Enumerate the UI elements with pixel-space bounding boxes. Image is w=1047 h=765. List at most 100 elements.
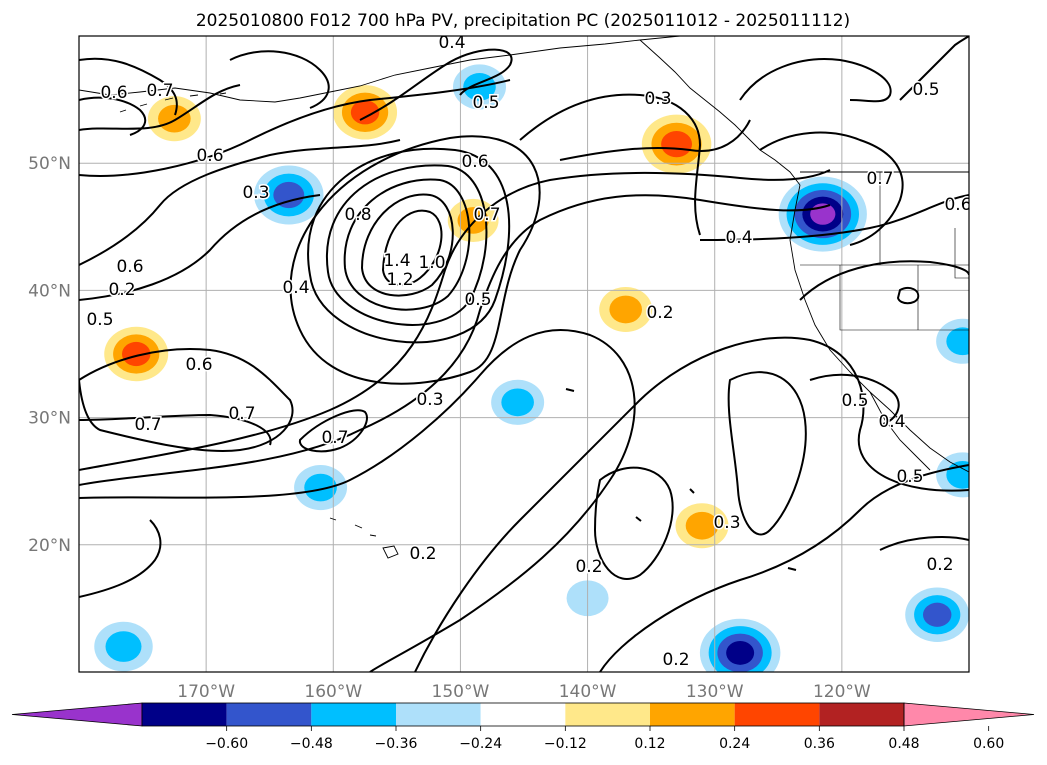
pv-contour-label: 0.2 (662, 650, 689, 670)
precip-level-ring (304, 473, 337, 502)
pv-contour (361, 193, 454, 297)
pv-contour (809, 373, 900, 426)
y-axis-ticks: 20°N 30°N 40°N 50°N (28, 154, 71, 556)
pv-contour-label: 0.5 (896, 467, 923, 487)
colorbar: −0.60 −0.48 −0.36 −0.24 −0.12 0.12 0.24 0.36 0.4… (11, 702, 1035, 752)
pv-contour (289, 135, 541, 385)
pv-contour-label: 0.3 (242, 183, 269, 203)
pv-contour (79, 348, 294, 452)
pv-contour-label: 0.7 (866, 169, 893, 189)
x-tick-label: 150°W (432, 682, 490, 702)
pv-contour-label: 0.4 (878, 412, 905, 432)
pv-contour (79, 96, 147, 136)
precip-anomaly-blob (599, 286, 653, 333)
x-tick-label: 170°W (177, 682, 235, 702)
pv-contour (799, 260, 969, 301)
coastlines (79, 36, 969, 559)
precip-anomaly-blob (699, 618, 781, 672)
baja-california (869, 391, 931, 471)
y-tick-label: 50°N (28, 154, 71, 174)
pv-contour (565, 388, 797, 571)
precip-anomaly-blob (641, 114, 712, 174)
colorbar-segment (819, 703, 904, 726)
colorbar-segment (226, 703, 312, 726)
us-west-coastline (789, 184, 969, 473)
hawaii-islands (329, 517, 399, 559)
x-tick-label: 120°W (813, 682, 871, 702)
precip-level-ring (946, 327, 969, 356)
x-axis-ticks: 170°W 160°W 150°W 140°W 130°W 120°W (177, 682, 871, 702)
precip-level-ring (661, 130, 693, 158)
map-panel: 0.2 0.2 0.2 0.2 0.2 0.2 0.3 0.3 0.3 0.3 0.4 0.4 0.4 0… (78, 33, 970, 673)
pv-contours (79, 36, 969, 672)
pv-contour-label: 0.2 (409, 544, 436, 564)
pv-contour (879, 536, 969, 551)
precip-level-ring (922, 602, 952, 627)
pv-contour-label: 0.6 (100, 83, 127, 103)
precip-level-ring (501, 388, 534, 417)
pv-contour (559, 119, 751, 161)
pv-contour-labels: 0.2 0.2 0.2 0.2 0.2 0.2 0.3 0.3 0.3 0.3 0.4 0.4 0.4 0… (85, 33, 969, 672)
colorbar-segment (650, 703, 735, 726)
precip-anomaly-blob (936, 318, 969, 364)
x-tick-label: 130°W (686, 682, 744, 702)
colorbar-tick-label: 0.24 (719, 736, 750, 752)
precip-level-ring (350, 100, 380, 125)
aleutian-islands (119, 92, 227, 113)
state-borders (800, 172, 969, 331)
pv-contour (382, 209, 443, 287)
pv-contour (229, 50, 330, 109)
precip-level-ring (158, 104, 191, 133)
pv-contour (699, 194, 969, 241)
colorbar-tick-label: −0.12 (544, 736, 587, 752)
pv-contour (79, 57, 178, 116)
y-tick-label: 20°N (28, 536, 71, 556)
pv-contour-label: 0.2 (575, 557, 602, 577)
map-frame (78, 35, 970, 673)
pv-contour-label: 0.2 (108, 280, 135, 300)
pv-contour (79, 79, 511, 177)
pv-contour-label: 0.4 (725, 228, 752, 248)
pv-contour (594, 466, 674, 580)
colorbar-extend-low (11, 702, 143, 727)
colorbar-frame (141, 702, 905, 727)
precip-anomaly-blob (94, 621, 153, 672)
canada-coastline (639, 39, 801, 186)
precip-level-ring (105, 631, 142, 662)
y-tick-label: 30°N (28, 409, 71, 429)
x-tick-label: 160°W (304, 682, 362, 702)
pv-contour-label: 0.5 (464, 290, 491, 310)
pv-contour (359, 48, 513, 121)
pv-contour-label: 1.0 (418, 253, 445, 273)
colorbar-tick-label: 0.48 (888, 736, 919, 752)
colorbar-tick-label: −0.36 (375, 736, 418, 752)
colorbar-segment (142, 703, 227, 726)
precip-anomaly-blob (905, 587, 969, 642)
pv-contour (897, 287, 920, 305)
pv-contour-label: 0.3 (644, 89, 671, 109)
pv-contour-label: 0.4 (438, 33, 465, 53)
pv-contour (727, 371, 807, 536)
pv-contour-label: 0.4 (282, 278, 309, 298)
colorbar-tick-label: 0.60 (973, 736, 1004, 752)
colorbar-segment (311, 703, 396, 726)
colorbar-extend-high (903, 702, 1035, 727)
colorbar-tick-label: −0.24 (459, 736, 502, 752)
pv-contour (79, 194, 831, 486)
y-tick-label: 40°N (28, 281, 71, 301)
pv-contour (79, 139, 401, 266)
pv-contour-label: 0.6 (185, 355, 212, 375)
pv-contour-label: 0.5 (912, 80, 939, 100)
precip-level-ring (609, 295, 643, 324)
pv-contour (414, 336, 969, 672)
pv-contour-label: 0.7 (228, 404, 255, 424)
pv-contour (325, 164, 488, 326)
pv-contour (79, 169, 831, 471)
pv-contour (739, 58, 892, 103)
pv-contour-label: 0.6 (196, 146, 223, 166)
pv-contour (79, 414, 272, 446)
colorbar-tick-label: 0.36 (804, 736, 835, 752)
colorbar-segment (734, 703, 820, 726)
precip-anomaly-blob (294, 465, 348, 511)
